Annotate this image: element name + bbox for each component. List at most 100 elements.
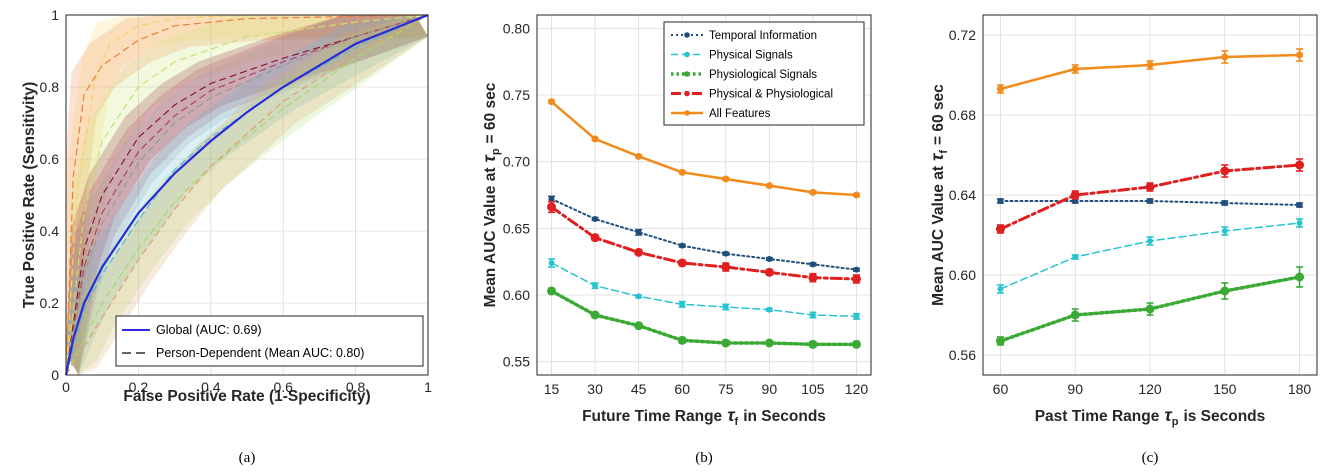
data-point-temporal-information bbox=[635, 229, 642, 236]
y-tick-label: 0.60 bbox=[949, 267, 976, 283]
data-point-physical-physiological bbox=[634, 247, 644, 257]
panel-b-legend: Temporal Information Physical Signals Phys… bbox=[663, 21, 865, 126]
data-point-physiological-signals bbox=[677, 335, 687, 345]
series-line-all-features bbox=[550, 100, 858, 197]
x-tick-label: 120 bbox=[1138, 381, 1162, 397]
data-point-physical-signals bbox=[1221, 228, 1228, 234]
x-tick-label: 0.8 bbox=[346, 379, 366, 395]
data-point-physiological-signals bbox=[764, 338, 774, 348]
y-tick-label: 0.68 bbox=[949, 107, 976, 123]
data-point-all-features bbox=[678, 168, 686, 176]
data-point-all-features bbox=[591, 135, 599, 143]
panel-c-axes-box bbox=[982, 14, 1318, 376]
x-tick-label: 15 bbox=[544, 381, 560, 397]
legend-marker-physical-signals bbox=[684, 51, 690, 58]
person-dependent-roc-curve bbox=[65, 14, 428, 376]
y-tick-label: 0.65 bbox=[503, 220, 530, 236]
data-point-physical-signals bbox=[766, 306, 773, 313]
x-tick-label: 120 bbox=[845, 381, 869, 397]
data-point-all-features bbox=[809, 188, 817, 196]
data-point-physiological-signals bbox=[547, 286, 557, 296]
x-tick-label: 0.2 bbox=[129, 379, 149, 395]
panel-a-curves bbox=[64, 13, 429, 376]
data-point-temporal-information bbox=[853, 266, 860, 273]
roc-confidence-band bbox=[66, 15, 428, 375]
y-tick-label: 0.8 bbox=[40, 79, 60, 95]
data-point-physical-signals bbox=[722, 304, 729, 310]
data-point-physiological-signals bbox=[721, 338, 731, 348]
roc-confidence-band bbox=[66, 15, 428, 375]
legend-label-physical-signals: Physical Signals bbox=[709, 50, 793, 62]
data-point-physical-physiological bbox=[677, 258, 687, 268]
data-point-all-features bbox=[1296, 51, 1304, 59]
roc-confidence-band bbox=[66, 15, 428, 375]
y-tick-label: 0.6 bbox=[40, 151, 60, 167]
data-point-all-features bbox=[852, 191, 860, 199]
data-point-physical-signals bbox=[997, 286, 1004, 292]
panel-b-series bbox=[547, 98, 861, 349]
panel-a-confidence-bands bbox=[66, 15, 428, 375]
data-point-physiological-signals bbox=[851, 339, 861, 349]
data-point-temporal-information bbox=[997, 198, 1004, 204]
data-point-temporal-information bbox=[592, 216, 599, 222]
data-point-physical-physiological bbox=[547, 202, 557, 212]
data-point-all-features bbox=[1221, 53, 1229, 61]
data-point-all-features bbox=[1071, 65, 1079, 73]
data-point-physical-physiological bbox=[808, 273, 818, 283]
x-tick-label: 180 bbox=[1288, 381, 1312, 397]
y-tick-label: 0.2 bbox=[40, 295, 60, 311]
data-point-physiological-signals bbox=[1145, 304, 1155, 314]
x-tick-label: 60 bbox=[993, 381, 1009, 397]
x-tick-label: 1 bbox=[424, 379, 432, 395]
data-point-physical-physiological bbox=[1070, 190, 1080, 200]
data-point-physical-signals bbox=[679, 301, 686, 308]
person-dependent-roc-curve bbox=[65, 14, 429, 376]
roc-confidence-band bbox=[66, 15, 428, 375]
series-line-physiological-signals bbox=[549, 289, 859, 347]
data-point-temporal-information bbox=[809, 261, 816, 268]
panel-c-past-range-chart: 60 90 120 150 180 0.56 0.60 0.64 0.68 0.72 Past T… bbox=[927, 14, 1318, 466]
data-point-all-features bbox=[1146, 61, 1154, 69]
data-point-physical-physiological bbox=[1145, 182, 1155, 192]
y-tick-label: 0.72 bbox=[949, 27, 976, 43]
data-point-physical-signals bbox=[809, 312, 816, 318]
person-dependent-roc-curve bbox=[65, 14, 429, 376]
data-point-temporal-information bbox=[1221, 200, 1228, 206]
panel-b-future-range-chart: 15 30 45 60 75 90 105 120 0.55 0.60 0.65 0.70 0.75 0.… bbox=[479, 14, 872, 466]
person-dependent-roc-curve bbox=[65, 14, 429, 376]
caption-c: (c) bbox=[1142, 450, 1159, 466]
panel-c-y-axis-label: Mean AUC Value atτf= 60 sec bbox=[927, 84, 950, 306]
data-point-physiological-signals bbox=[1220, 286, 1230, 296]
x-tick-label: 60 bbox=[674, 381, 690, 397]
data-point-all-features bbox=[635, 152, 643, 160]
data-point-temporal-information bbox=[1147, 198, 1153, 204]
data-point-physiological-signals bbox=[808, 339, 818, 349]
legend-marker-all-features bbox=[684, 110, 690, 116]
series-line-physical-signals bbox=[550, 262, 858, 318]
person-dependent-roc-curve bbox=[65, 14, 429, 376]
y-tick-label: 0.70 bbox=[503, 154, 530, 170]
legend-marker-physiological-signals bbox=[684, 71, 690, 77]
data-point-physical-physiological bbox=[995, 224, 1005, 234]
y-tick-label: 0.4 bbox=[40, 223, 60, 239]
data-point-all-features bbox=[765, 182, 773, 190]
data-point-physiological-signals bbox=[590, 310, 600, 320]
data-point-physical-signals bbox=[1072, 254, 1079, 260]
y-tick-label: 1 bbox=[51, 7, 59, 23]
panel-a-y-axis-label: True Positive Rate (Sensitivity) bbox=[21, 82, 38, 309]
legend-label-all-features: All Features bbox=[709, 108, 771, 120]
data-point-physical-signals bbox=[1147, 238, 1153, 244]
panel-a-x-axis-label: False Positive Rate (1-Specificity) bbox=[123, 388, 370, 405]
panel-b-x-axis-label: Future Time Range τf in Seconds bbox=[582, 405, 826, 428]
person-dependent-roc-curve bbox=[65, 14, 429, 376]
data-point-temporal-information bbox=[548, 196, 555, 202]
series-line-temporal-information bbox=[550, 198, 858, 271]
panel-b-axes-box bbox=[536, 14, 872, 376]
x-tick-label: 0.6 bbox=[273, 379, 293, 395]
data-point-temporal-information bbox=[722, 250, 729, 257]
legend-label-physiological-signals: Physiological Signals bbox=[709, 69, 817, 81]
data-point-all-features bbox=[548, 98, 556, 106]
x-tick-label: 150 bbox=[1213, 381, 1237, 397]
panel-a-legend: Global (AUC: 0.69) Person-Dependent (Mea… bbox=[115, 315, 424, 367]
x-tick-label: 75 bbox=[718, 381, 734, 397]
